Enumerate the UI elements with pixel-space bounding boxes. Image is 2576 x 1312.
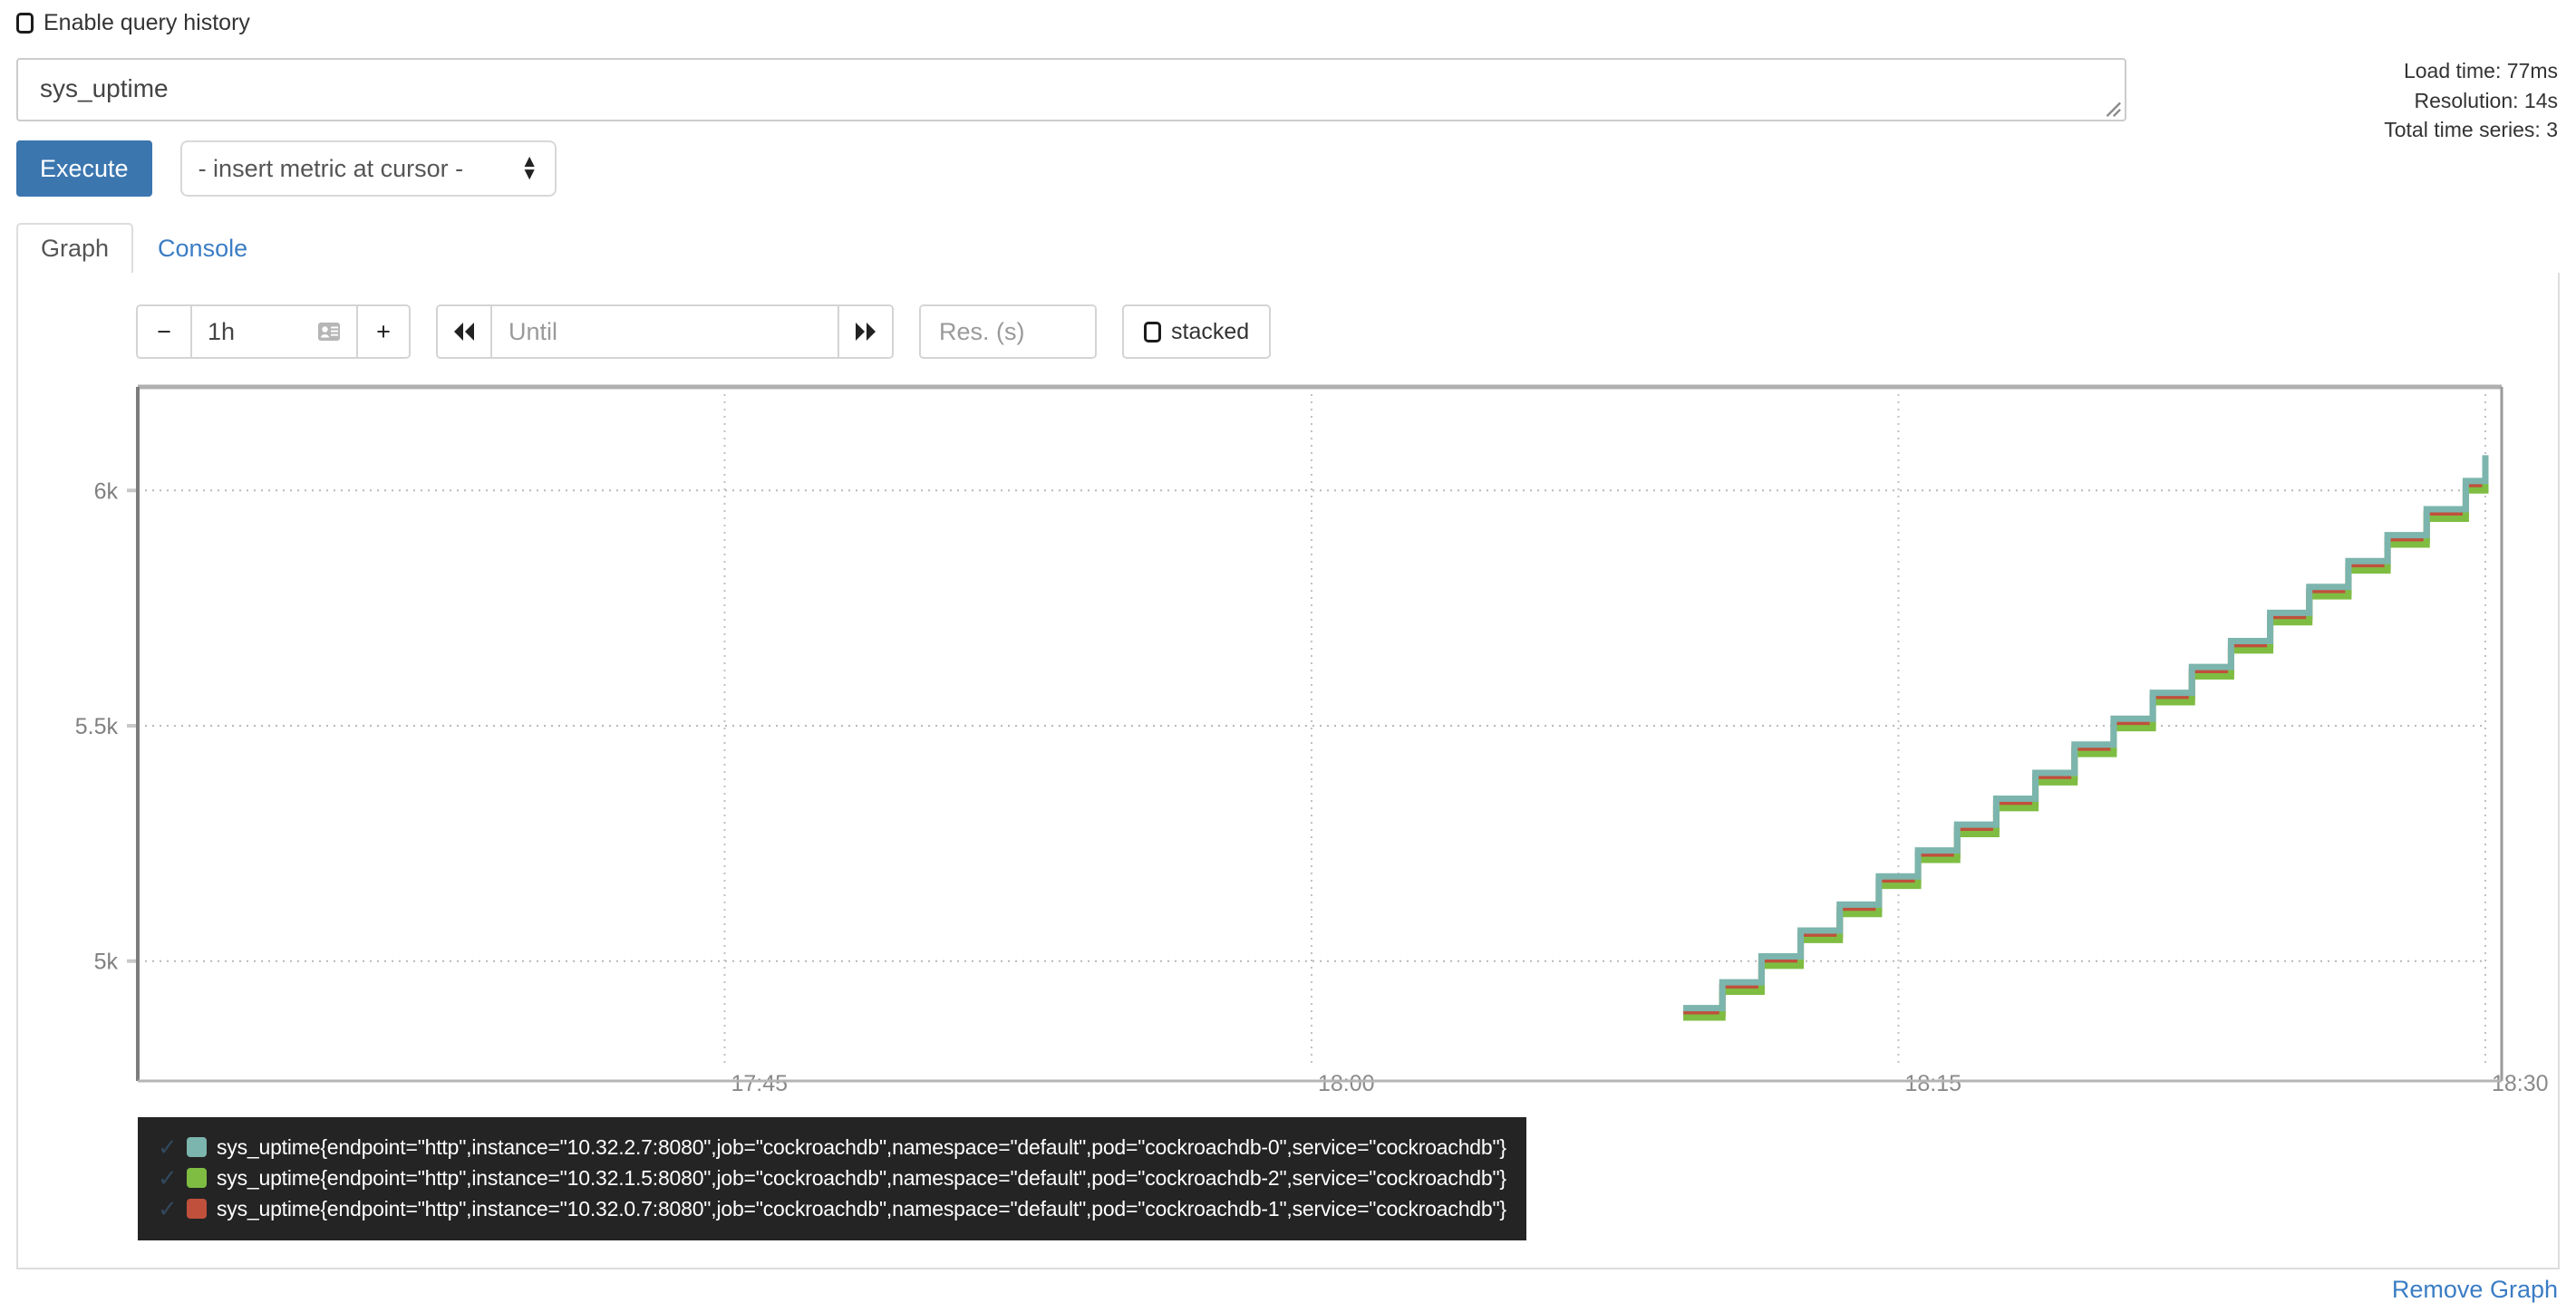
- id-card-icon: [317, 320, 341, 343]
- query-history-label: Enable query history: [44, 9, 250, 35]
- step-backward-icon: [454, 323, 474, 341]
- svg-text:17:45: 17:45: [731, 1071, 789, 1096]
- tab-graph[interactable]: Graph: [16, 223, 134, 275]
- resolution-placeholder: Res. (s): [939, 317, 1025, 345]
- resolution-input[interactable]: Res. (s): [921, 306, 1095, 357]
- expression-input-wrapper: [16, 58, 2126, 121]
- metric-select[interactable]: - insert metric at cursor - ▲ ▼: [179, 140, 557, 197]
- graph-controls: − 1h +: [136, 304, 1272, 359]
- svg-text:18:30: 18:30: [2492, 1071, 2549, 1096]
- query-history-checkbox-icon[interactable]: [16, 12, 34, 34]
- increase-range-button[interactable]: +: [356, 306, 409, 357]
- execute-button[interactable]: Execute: [16, 140, 152, 197]
- legend-label: sys_uptime{endpoint="http",instance="10.…: [217, 1134, 1506, 1159]
- legend-swatch: [187, 1137, 207, 1157]
- legend-item[interactable]: ✓ sys_uptime{endpoint="http",instance="1…: [158, 1193, 1506, 1224]
- resolution-stat: Resolution: 14s: [2414, 88, 2558, 112]
- execute-row: Execute - insert metric at cursor - ▲ ▼: [16, 140, 557, 197]
- until-placeholder: Until: [508, 317, 558, 345]
- graph-legend: ✓ sys_uptime{endpoint="http",instance="1…: [138, 1117, 1526, 1240]
- stacked-label: stacked: [1171, 318, 1250, 344]
- legend-item[interactable]: ✓ sys_uptime{endpoint="http",instance="1…: [158, 1132, 1506, 1162]
- svg-text:18:00: 18:00: [1318, 1071, 1375, 1096]
- step-backward-button[interactable]: [438, 306, 490, 357]
- total-time-series: Total time series: 3: [2384, 118, 2558, 142]
- range-input-group: − 1h +: [136, 304, 411, 359]
- legend-check-icon[interactable]: ✓: [158, 1195, 178, 1222]
- legend-swatch: [187, 1168, 207, 1188]
- legend-label: sys_uptime{endpoint="http",instance="10.…: [217, 1196, 1506, 1220]
- stacked-checkbox-icon[interactable]: [1144, 321, 1161, 342]
- range-input-value: 1h: [208, 317, 236, 345]
- remove-graph-link[interactable]: Remove Graph: [2391, 1276, 2558, 1303]
- graph-panel: − 1h +: [16, 273, 2560, 1269]
- load-time: Load time: 77ms: [2403, 59, 2558, 82]
- tab-bar: Graph Console: [16, 220, 2560, 275]
- metric-select-value: - insert metric at cursor -: [198, 154, 464, 182]
- svg-text:5.5k: 5.5k: [75, 714, 119, 739]
- svg-text:5k: 5k: [94, 950, 119, 975]
- resolution-input-group: Res. (s): [919, 304, 1097, 359]
- range-input[interactable]: 1h: [190, 306, 356, 357]
- stacked-toggle[interactable]: stacked: [1124, 306, 1269, 357]
- tab-console[interactable]: Console: [158, 235, 248, 262]
- legend-check-icon[interactable]: ✓: [158, 1134, 178, 1161]
- select-spinner-icon: ▲ ▼: [520, 152, 538, 184]
- expression-input[interactable]: [16, 58, 2126, 121]
- step-forward-button[interactable]: [839, 306, 892, 357]
- legend-swatch: [187, 1199, 207, 1219]
- decrease-range-button[interactable]: −: [138, 306, 190, 357]
- svg-text:18:15: 18:15: [1905, 1071, 1962, 1096]
- query-history-toggle[interactable]: Enable query history: [16, 7, 250, 38]
- svg-text:6k: 6k: [94, 478, 119, 504]
- stacked-toggle-group: stacked: [1122, 304, 1272, 359]
- legend-check-icon[interactable]: ✓: [158, 1164, 178, 1191]
- legend-label: sys_uptime{endpoint="http",instance="10.…: [217, 1165, 1506, 1190]
- time-input-group: Until: [436, 304, 894, 359]
- query-stats: Load time: 77ms Resolution: 14s Total ti…: [2384, 56, 2558, 145]
- until-input[interactable]: Until: [490, 306, 839, 357]
- legend-item[interactable]: ✓ sys_uptime{endpoint="http",instance="1…: [158, 1162, 1506, 1193]
- step-forward-icon: [856, 323, 876, 341]
